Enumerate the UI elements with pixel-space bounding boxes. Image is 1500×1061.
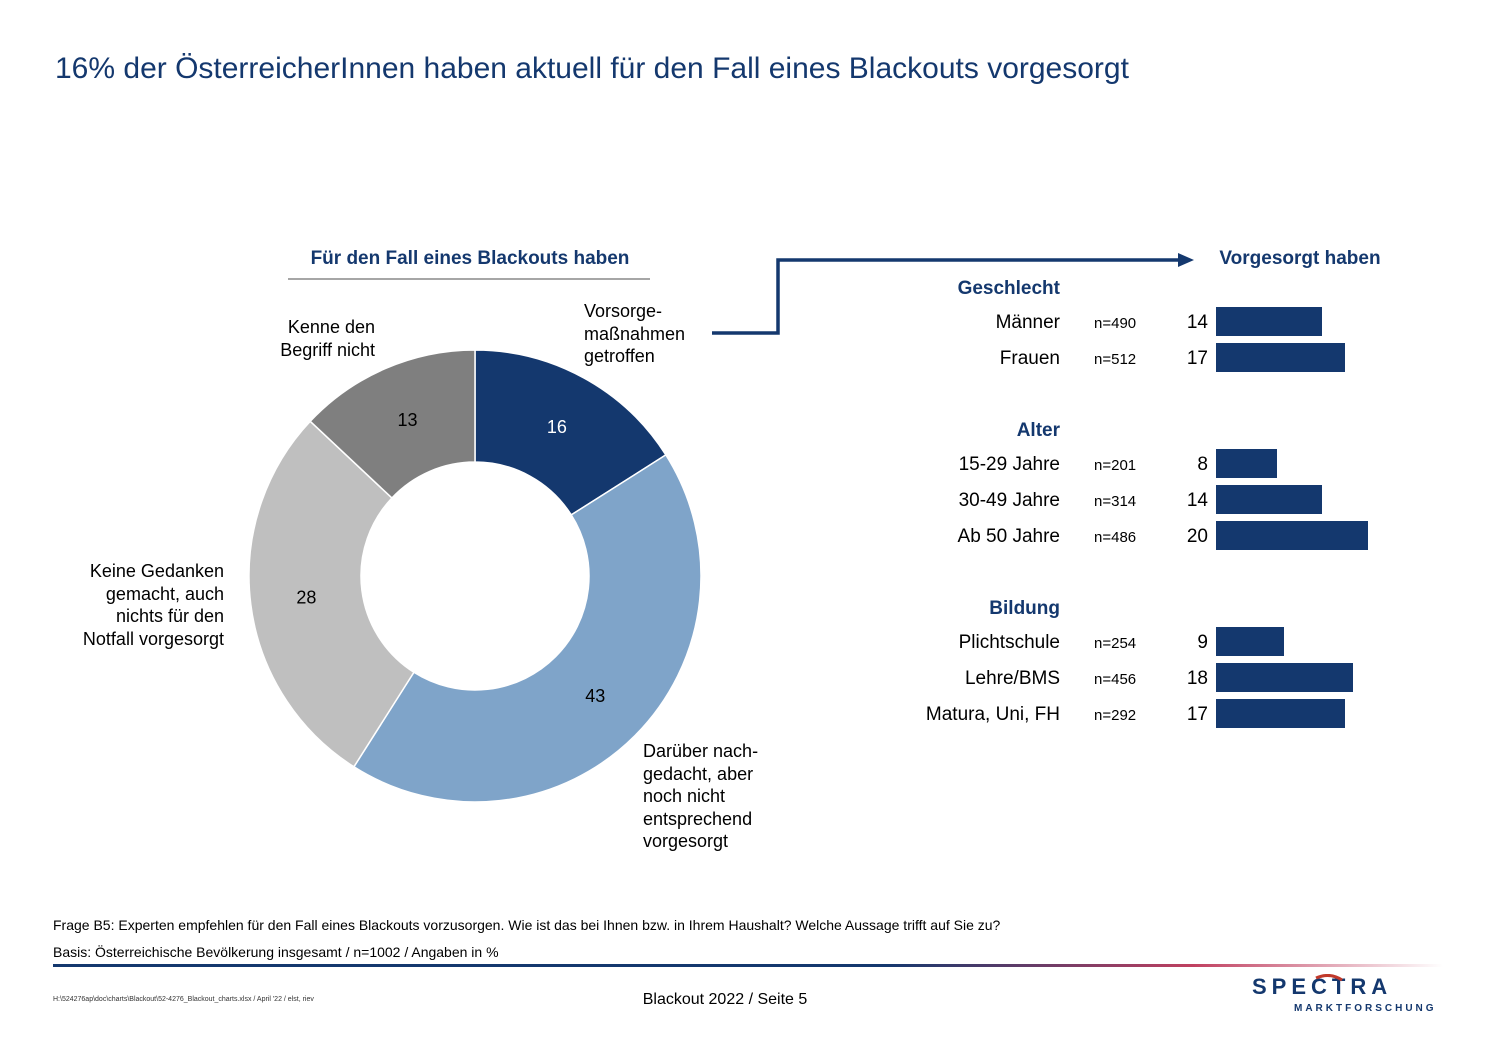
row-label: Lehre/BMS — [964, 668, 1060, 689]
bar — [1216, 663, 1353, 692]
group-title: Bildung — [989, 598, 1060, 619]
bar — [1216, 485, 1323, 514]
logo-sub-text: MARKTFORSCHUNG — [1294, 1003, 1437, 1014]
row-sample-size: n=201 — [1094, 457, 1137, 474]
bar-chart-title: Vorgesorgt haben — [1219, 248, 1381, 269]
row-label: Matura, Uni, FH — [925, 704, 1060, 725]
bar — [1216, 307, 1323, 336]
donut-chart-title: Für den Fall eines Blackouts haben — [310, 248, 630, 269]
row-sample-size: n=512 — [1094, 351, 1137, 368]
row-value: 9 — [1197, 632, 1208, 653]
spectra-logo: SPECTRA MARKTFORSCHUNG — [1252, 974, 1437, 1014]
logo-main-text: SPECTRA — [1252, 974, 1392, 999]
footer-divider — [53, 964, 1443, 967]
row-label: 15-29 Jahre — [958, 454, 1060, 475]
row-value: 18 — [1186, 668, 1208, 689]
page-title: 16% der ÖsterreicherInnen haben aktuell … — [55, 52, 1129, 85]
row-value: 17 — [1186, 348, 1208, 369]
row-label: Frauen — [999, 348, 1060, 369]
donut-value-label-nachgedacht: 43 — [585, 686, 605, 706]
row-label: Plichtschule — [958, 632, 1060, 653]
donut-slice-keine-gedanken — [248, 420, 415, 768]
slice-category-label-kenne-nicht: Kenne den Begriff nicht — [280, 317, 375, 360]
row-sample-size: n=314 — [1094, 493, 1137, 510]
row-value: 14 — [1186, 490, 1208, 511]
connector-arrow — [712, 253, 1194, 335]
row-sample-size: n=456 — [1094, 671, 1137, 688]
donut-slice-kenne-nicht — [309, 349, 476, 500]
bar — [1216, 449, 1277, 478]
row-value: 8 — [1197, 454, 1208, 475]
group-title: Alter — [1016, 420, 1060, 441]
bar — [1216, 343, 1346, 372]
group-title: Geschlecht — [957, 278, 1060, 299]
row-label: Männer — [995, 312, 1060, 333]
slice-category-label-keine-gedanken: Keine Gedanken gemacht, auch nichts für … — [82, 561, 224, 649]
row-label: Ab 50 Jahre — [957, 526, 1060, 547]
slice-category-label-vorsorge: Vorsorge- maßnahmen getroffen — [584, 301, 686, 366]
donut-value-label-keine-gedanken: 28 — [296, 587, 316, 607]
bar — [1216, 699, 1346, 728]
bar — [1216, 521, 1368, 550]
row-value: 14 — [1186, 312, 1208, 333]
donut-value-label-kenne-nicht: 13 — [397, 410, 417, 430]
question-footnote: Frage B5: Experten empfehlen für den Fal… — [53, 917, 1001, 933]
file-path: H:\524276ap\doc\charts\Blackout\52-4276_… — [53, 996, 314, 1003]
donut-slice-nachgedacht — [352, 453, 702, 803]
row-value: 17 — [1186, 704, 1208, 725]
row-sample-size: n=486 — [1094, 529, 1137, 546]
slice-category-label-nachgedacht: Darüber nach- gedacht, aber noch nicht e… — [643, 741, 759, 851]
basis-footnote: Basis: Österreichische Bevölkerung insge… — [53, 944, 499, 960]
row-sample-size: n=254 — [1094, 635, 1137, 652]
row-label: 30-49 Jahre — [958, 490, 1060, 511]
page-footer: Blackout 2022 / Seite 5 — [642, 991, 808, 1008]
donut-slice-vorsorge — [474, 349, 667, 516]
bar — [1216, 627, 1285, 656]
donut-title-underline — [288, 278, 650, 280]
row-sample-size: n=292 — [1094, 707, 1137, 724]
donut-value-label-vorsorge: 16 — [547, 417, 567, 437]
row-value: 20 — [1186, 526, 1208, 547]
row-sample-size: n=490 — [1094, 315, 1137, 332]
